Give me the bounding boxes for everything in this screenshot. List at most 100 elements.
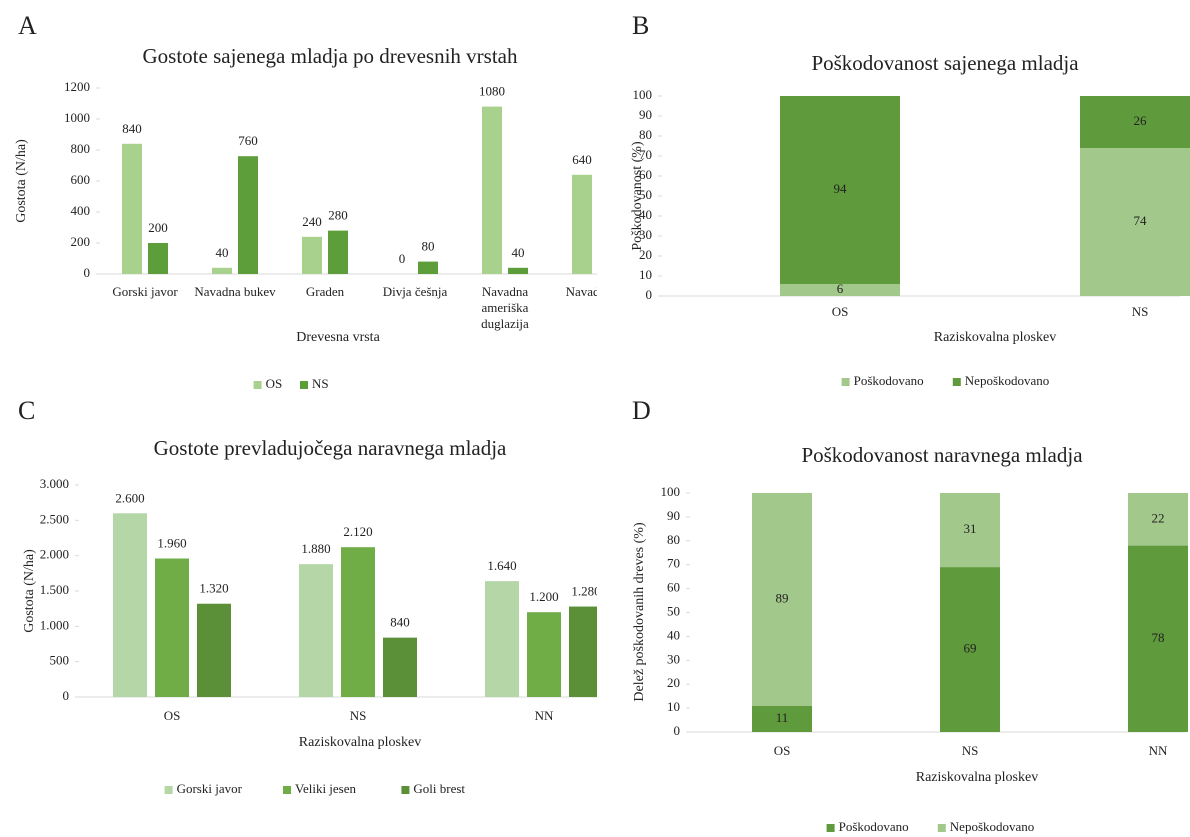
y-axis-label: Delež poškodovanih dreves (%) (632, 522, 647, 702)
bar-segment (940, 567, 1000, 732)
y-tick-label: 2.000 (40, 547, 69, 562)
x-tick-label: NS (350, 708, 367, 723)
data-label: 1.280 (571, 584, 600, 599)
data-label: 1.320 (199, 581, 228, 596)
y-axis-label: Gostota (N/ha) (14, 139, 29, 223)
x-tick-label: NN (535, 708, 554, 723)
data-label: 22 (1152, 510, 1165, 525)
y-tick-label: 0 (674, 723, 681, 738)
x-tick-label: Navadna je (566, 284, 625, 299)
y-tick-label: 100 (661, 484, 681, 499)
y-tick-label: 800 (71, 141, 91, 156)
bar-segment (780, 284, 900, 296)
bar (482, 106, 502, 274)
data-label: 40 (216, 245, 229, 260)
legend-swatch (826, 824, 835, 832)
data-label: 1.640 (487, 558, 516, 573)
y-tick-label: 3.000 (40, 476, 69, 491)
y-tick-label: 60 (667, 580, 680, 595)
y-tick-label: 70 (639, 147, 652, 162)
legend-swatch (283, 786, 291, 794)
chart-panel: C Gostote prevladujočega naravnega mladja… (18, 396, 600, 796)
panel-letter: A (18, 11, 37, 40)
x-axis-label: Raziskovalna ploskev (916, 770, 1038, 785)
x-axis-label: Drevesna vrsta (296, 330, 380, 345)
data-label: 1.960 (157, 535, 186, 550)
legend-label: Gorski javor (177, 781, 243, 796)
panel-letter: B (632, 11, 649, 40)
data-label: 2.600 (115, 490, 144, 505)
bar (122, 143, 142, 274)
x-tick-label: Navadna bukev (194, 284, 276, 299)
y-axis-label: Poškodovanost (%) (630, 141, 645, 251)
bar (212, 267, 232, 274)
chart-title: Poškodovanost sajenega mladja (811, 51, 1079, 75)
y-tick-label: 60 (639, 167, 652, 182)
y-tick-label: 600 (71, 172, 91, 187)
data-label: 80 (422, 239, 435, 254)
data-label: 760 (238, 133, 258, 148)
x-tick-label: Divja češnja (383, 284, 448, 299)
y-tick-label: 30 (639, 227, 652, 242)
data-label: 89 (776, 590, 789, 605)
bar (418, 261, 438, 274)
x-tick-label: NS (962, 743, 979, 758)
legend-label: Poškodovano (839, 819, 909, 834)
bar (197, 603, 231, 697)
data-label: 840 (390, 615, 410, 630)
data-label: 2.120 (343, 524, 372, 539)
y-tick-label: 10 (639, 267, 652, 282)
bar-segment (1080, 96, 1190, 148)
x-tick-label: OS (774, 743, 791, 758)
data-label: 74 (1134, 213, 1148, 228)
legend-swatch (937, 824, 946, 832)
y-tick-label: 1200 (64, 79, 90, 94)
y-tick-label: 40 (639, 207, 652, 222)
x-tick-label: Gorski javor (112, 284, 178, 299)
legend-swatch (164, 786, 173, 794)
data-label: 1.880 (301, 541, 330, 556)
chart-title: Gostote sajenega mladja po drevesnih vrs… (143, 44, 518, 68)
y-tick-label: 100 (633, 87, 653, 102)
y-tick-label: 1.000 (40, 617, 69, 632)
y-tick-label: 50 (667, 603, 680, 618)
x-axis-label: Raziskovalna ploskev (299, 735, 421, 750)
data-label: 240 (302, 214, 322, 229)
y-tick-label: 90 (667, 508, 680, 523)
legend-label: OS (266, 376, 283, 391)
data-label: 0 (399, 251, 406, 266)
y-tick-label: 500 (50, 653, 70, 668)
bar-segment (1128, 493, 1188, 546)
data-label: 94 (834, 181, 848, 196)
data-label: 280 (328, 208, 348, 223)
y-tick-label: 70 (667, 556, 680, 571)
data-label: 0 (605, 251, 612, 266)
legend-label: Nepoškodovano (965, 373, 1050, 388)
y-tick-label: 80 (639, 127, 652, 142)
y-tick-label: 10 (667, 699, 680, 714)
data-label: 40 (512, 245, 525, 260)
bar-segment (752, 705, 812, 732)
bar (113, 513, 147, 697)
legend-label: NS (312, 376, 329, 391)
data-label: 31 (964, 521, 977, 536)
y-axis-label: Gostota (N/ha) (22, 549, 37, 633)
panel-letter: C (18, 396, 35, 425)
panel-letter: D (632, 396, 651, 425)
chart-panel: A Gostote sajenega mladja po drevesnih vr… (14, 11, 625, 391)
y-tick-label: 2.500 (40, 511, 69, 526)
chart-panel: B Poškodovanost sajenega mladja Raziskoval… (630, 11, 1190, 388)
legend-label: Nepoškodovano (950, 819, 1035, 834)
y-tick-label: 1.500 (40, 582, 69, 597)
y-tick-label: 20 (639, 247, 652, 262)
y-tick-label: 90 (639, 107, 652, 122)
legend-label: Goli brest (413, 781, 465, 796)
y-tick-label: 40 (667, 627, 680, 642)
legend-label: Poškodovano (854, 373, 924, 388)
bar (485, 581, 519, 697)
bar (302, 236, 322, 274)
legend-swatch (253, 381, 262, 389)
bar (148, 243, 168, 274)
legend-label: Veliki jesen (295, 781, 357, 796)
